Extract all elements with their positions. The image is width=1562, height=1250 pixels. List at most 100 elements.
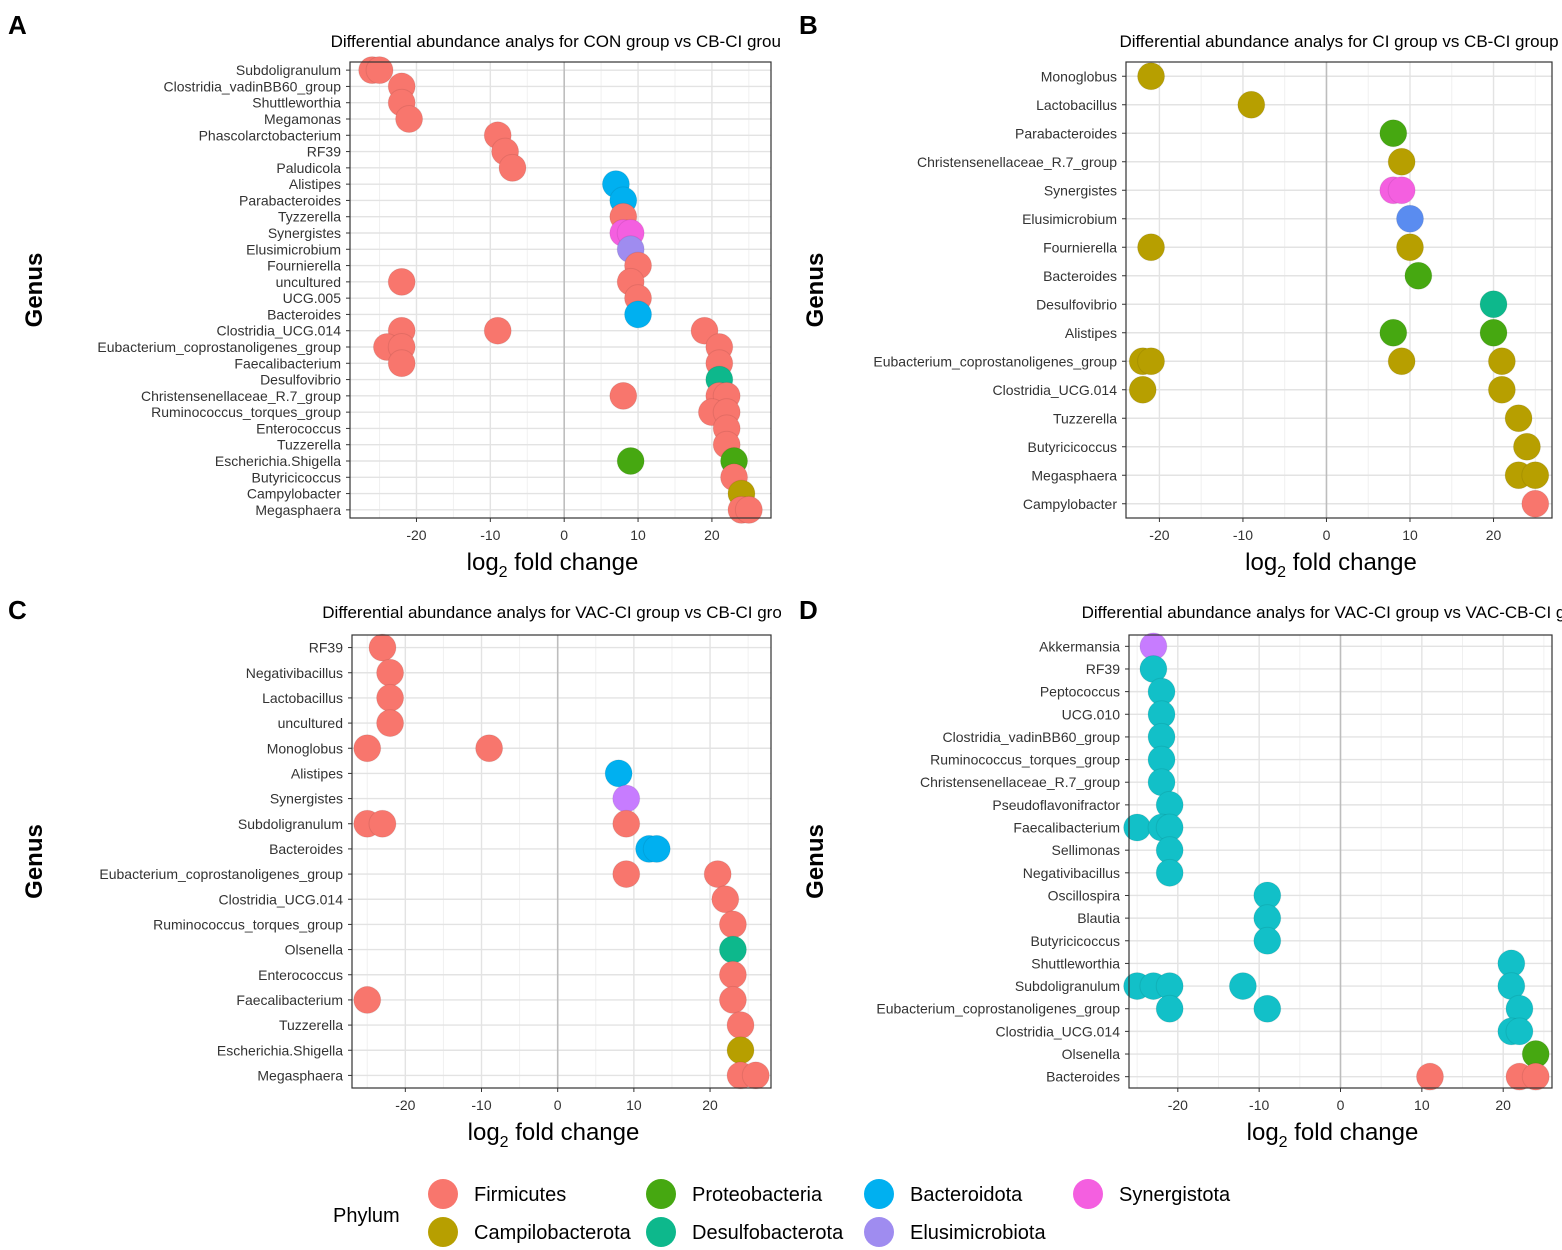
data-point <box>1155 994 1184 1023</box>
genus-label: Clostridia_UCG.014 <box>996 1023 1121 1039</box>
genus-label: Olsenella <box>285 942 344 958</box>
legend-swatch-firmicutes <box>428 1179 458 1209</box>
x-tick-label: -20 <box>395 1097 415 1113</box>
genus-label: Tuzzerella <box>279 1017 343 1033</box>
x-tick-label: 20 <box>704 527 720 543</box>
data-point <box>642 834 671 863</box>
legend-swatch-campilobacterota <box>428 1217 458 1247</box>
data-point <box>1512 432 1541 461</box>
x-tick-label: 20 <box>702 1097 718 1113</box>
genus-label: Escherichia.Shigella <box>215 453 341 469</box>
genus-label: Megasphaera <box>1031 467 1117 483</box>
genus-label: Campylobacter <box>1023 496 1117 512</box>
genus-label: Oscillospira <box>1048 887 1121 903</box>
x-tick-label: -20 <box>1168 1097 1188 1113</box>
legend-swatch-bacteroidota <box>864 1179 894 1209</box>
x-axis-label: log2 fold change <box>467 549 639 581</box>
data-point <box>718 985 747 1014</box>
genus-label: Faecalibacterium <box>1013 820 1120 836</box>
genus-label: Clostridia_vadinBB60_group <box>164 78 342 94</box>
genus-label: Ruminococcus_torques_group <box>930 752 1120 768</box>
data-point <box>612 860 641 889</box>
data-point <box>718 960 747 989</box>
data-point <box>604 759 633 788</box>
panel-letter: C <box>8 595 27 625</box>
genus-label: Negativibacillus <box>1023 865 1120 881</box>
legend-swatch-proteobacteria <box>646 1179 676 1209</box>
data-point <box>741 1061 770 1090</box>
y-axis-label: Genus <box>802 824 829 899</box>
genus-label: Escherichia.Shigella <box>217 1042 343 1058</box>
genus-label: Lactobacillus <box>1036 97 1117 113</box>
y-axis-label: Genus <box>21 253 48 328</box>
genus-label: RF39 <box>307 144 341 160</box>
x-tick-label: 0 <box>1337 1097 1345 1113</box>
data-point <box>1396 204 1424 233</box>
genus-label: Christensenellaceae_R.7_group <box>917 154 1117 170</box>
genus-label: Shuttleworthia <box>252 95 341 111</box>
data-point <box>1479 318 1508 347</box>
legend-label: Elusimicrobiota <box>910 1222 1046 1244</box>
genus-label: Pseudoflavonifractor <box>992 797 1120 813</box>
genus-label: Synergistes <box>270 791 343 807</box>
genus-label: Campylobacter <box>247 486 341 502</box>
genus-label: Bacteroides <box>267 306 341 322</box>
legend-label: Bacteroidota <box>910 1184 1023 1206</box>
data-point <box>1415 1062 1444 1091</box>
genus-label: Megamonas <box>264 111 341 127</box>
data-point <box>365 56 394 85</box>
x-tick-label: -20 <box>406 527 426 543</box>
genus-label: Enterococcus <box>256 420 341 436</box>
genus-label: Eubacterium_coprostanoligenes_group <box>99 866 343 882</box>
x-tick-label: 10 <box>1402 527 1418 543</box>
data-point <box>1379 119 1408 148</box>
panel-letter: B <box>799 10 818 40</box>
data-point <box>718 910 747 939</box>
panel-title: Differential abundance analys for VAC-CI… <box>322 603 781 622</box>
phylum-legend: Phylum Firmicutes Campilobacterota Proteob… <box>333 1179 1231 1247</box>
x-tick-label: 20 <box>1495 1097 1511 1113</box>
genus-label: Eubacterium_coprostanoligenes_group <box>873 353 1117 369</box>
data-point <box>353 734 382 763</box>
x-tick-label: 10 <box>626 1097 642 1113</box>
data-point <box>1479 290 1508 319</box>
genus-label: RF39 <box>1086 661 1120 677</box>
plot-background <box>352 635 771 1088</box>
data-point <box>1253 994 1282 1023</box>
legend-label: Desulfobacterota <box>692 1222 844 1244</box>
data-point <box>612 784 641 813</box>
x-tick-label: -10 <box>1233 527 1253 543</box>
data-point <box>726 1036 755 1065</box>
genus-label: Alistipes <box>1065 325 1117 341</box>
data-point <box>1521 1062 1550 1091</box>
x-tick-label: -10 <box>480 527 500 543</box>
genus-label: Clostridia_UCG.014 <box>219 891 344 907</box>
panel-c-chart: C Differential abundance analys for VAC-C… <box>8 595 781 1151</box>
plot-background <box>350 62 771 518</box>
genus-label: Alistipes <box>291 765 343 781</box>
y-axis-label: Genus <box>802 253 829 328</box>
genus-label: Lactobacillus <box>262 690 343 706</box>
panel-letter: A <box>8 10 27 40</box>
x-tick-label: 0 <box>554 1097 562 1113</box>
genus-label: Synergistes <box>1044 182 1117 198</box>
panel-b-chart: B Differential abundance analys for CI gr… <box>799 10 1559 581</box>
genus-label: Enterococcus <box>258 967 343 983</box>
data-point <box>1387 147 1416 176</box>
data-point <box>1505 1017 1534 1046</box>
data-point <box>616 447 645 475</box>
data-point <box>1396 233 1424 262</box>
data-point <box>1137 347 1166 376</box>
genus-label: Megasphaera <box>257 1067 343 1083</box>
genus-label: Tuzzerella <box>277 437 341 453</box>
genus-label: Paludicola <box>276 160 341 176</box>
data-point <box>1404 261 1433 290</box>
genus-label: Subdoligranulum <box>1015 978 1120 994</box>
data-point <box>475 734 504 763</box>
genus-label: Tuzzerella <box>1053 410 1117 426</box>
data-point <box>726 1011 755 1040</box>
genus-label: Christensenellaceae_R.7_group <box>141 388 341 404</box>
x-tick-label: -20 <box>1149 527 1169 543</box>
panel-letter: D <box>799 595 818 625</box>
data-point <box>1487 375 1516 404</box>
